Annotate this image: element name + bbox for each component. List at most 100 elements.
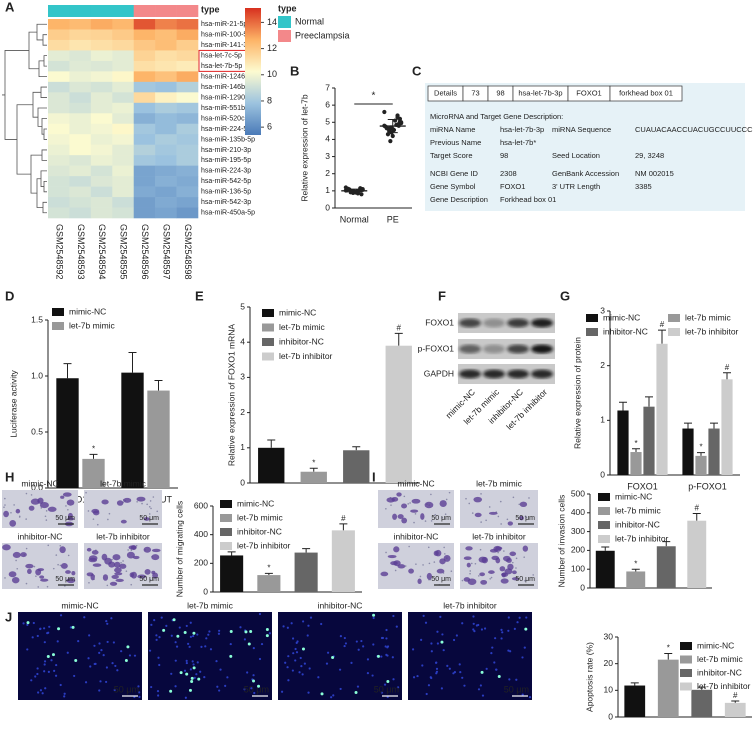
pore	[130, 583, 133, 586]
heat-cell	[176, 165, 199, 177]
nucleus	[193, 676, 196, 679]
row-label: hsa-miR-224-5p	[201, 126, 251, 133]
legend-swatch	[278, 16, 291, 28]
legend-label: inhibitor-NC	[237, 526, 282, 536]
y-tick-label: 4	[325, 134, 330, 144]
nucleus	[395, 625, 398, 628]
blot-band	[531, 344, 553, 354]
blot-band	[459, 318, 481, 328]
nucleus	[216, 685, 219, 688]
apoptotic-cell	[257, 684, 261, 688]
x-tick-label: FOXO1	[627, 481, 658, 491]
nucleus	[280, 690, 284, 693]
cell	[115, 578, 124, 582]
nucleus	[435, 661, 438, 664]
type-cell	[133, 5, 156, 17]
cell	[60, 562, 68, 569]
nucleus	[303, 662, 306, 665]
cell	[28, 505, 35, 511]
row-label: hsa-miR-141-3p	[201, 42, 251, 49]
pore	[385, 551, 387, 554]
error-bar	[154, 379, 163, 391]
error-bar	[684, 422, 692, 429]
nucleus	[477, 688, 481, 691]
pore	[497, 551, 499, 554]
heat-cell	[48, 29, 70, 41]
pore	[125, 570, 128, 572]
y-tick-label: 200	[194, 558, 208, 568]
nucleus	[156, 689, 160, 693]
cell	[40, 578, 49, 582]
heat-cell	[133, 71, 156, 83]
y-tick-label: 10	[604, 685, 614, 695]
pore	[468, 502, 471, 505]
pore	[524, 515, 527, 517]
band-label: p-FOXO1	[418, 343, 455, 353]
scale-bar-label: 50 μm	[515, 515, 535, 522]
header-text: 73	[471, 88, 479, 97]
nucleus	[185, 659, 188, 662]
nucleus	[479, 684, 482, 687]
nucleus	[243, 638, 247, 641]
blot-strip	[458, 339, 555, 359]
y-tick-label: 1	[240, 442, 245, 452]
pore	[419, 575, 422, 578]
y-tick-label: 0.0	[31, 482, 43, 492]
nucleus	[105, 620, 108, 623]
nucleus	[424, 621, 428, 624]
nucleus	[22, 622, 25, 625]
y-tick-label: 0.5	[31, 426, 43, 436]
nucleus	[452, 672, 455, 675]
table-cell: Previous Name	[430, 138, 481, 147]
nucleus	[294, 647, 297, 651]
heat-cell	[112, 197, 135, 208]
nucleus	[69, 626, 73, 629]
nucleus	[98, 689, 101, 692]
apoptotic-cell	[190, 676, 194, 680]
nucleus	[53, 669, 56, 672]
apoptotic-cell	[480, 670, 484, 674]
heat-cell	[48, 176, 70, 187]
heat-cell	[48, 197, 70, 208]
apoptotic-cell	[188, 688, 192, 692]
apoptotic-cell	[172, 618, 176, 622]
cell	[511, 577, 520, 581]
legend-label: mimic-NC	[615, 491, 652, 501]
heat-cell	[112, 207, 135, 219]
blot-band	[459, 344, 481, 354]
nucleus	[137, 685, 140, 688]
nucleus	[250, 687, 253, 690]
y-tick-label: 500	[571, 488, 585, 498]
bar	[56, 378, 79, 488]
cell	[410, 509, 419, 513]
y-tick-label: 2	[240, 407, 245, 417]
heat-cell	[155, 165, 177, 177]
legend-label: inhibitor-NC	[697, 667, 742, 677]
y-tick-label: 7	[325, 82, 330, 92]
pore	[479, 548, 482, 551]
nucleus	[292, 652, 295, 655]
y-tick-label: 3	[240, 372, 245, 382]
cell	[116, 500, 124, 506]
pore	[443, 546, 445, 549]
heat-cell	[90, 39, 113, 51]
heat-cell	[48, 113, 70, 125]
error-bar	[339, 523, 348, 531]
nucleus	[343, 644, 346, 648]
heat-cell	[48, 155, 70, 166]
heat-cell	[90, 144, 113, 156]
nucleus	[473, 630, 476, 633]
pore	[408, 545, 410, 548]
apoptotic-cell	[192, 631, 196, 635]
y-axis-label: Number of migrating cells	[174, 501, 184, 597]
legend-swatch	[278, 30, 291, 42]
panel-label: B	[290, 63, 299, 78]
bar	[630, 452, 642, 475]
pore	[428, 562, 431, 565]
heat-cell	[48, 123, 70, 135]
nucleus	[307, 691, 310, 694]
significance-label: #	[733, 691, 738, 700]
error-bar	[619, 401, 627, 411]
nucleus	[287, 655, 290, 658]
cell	[401, 503, 408, 509]
